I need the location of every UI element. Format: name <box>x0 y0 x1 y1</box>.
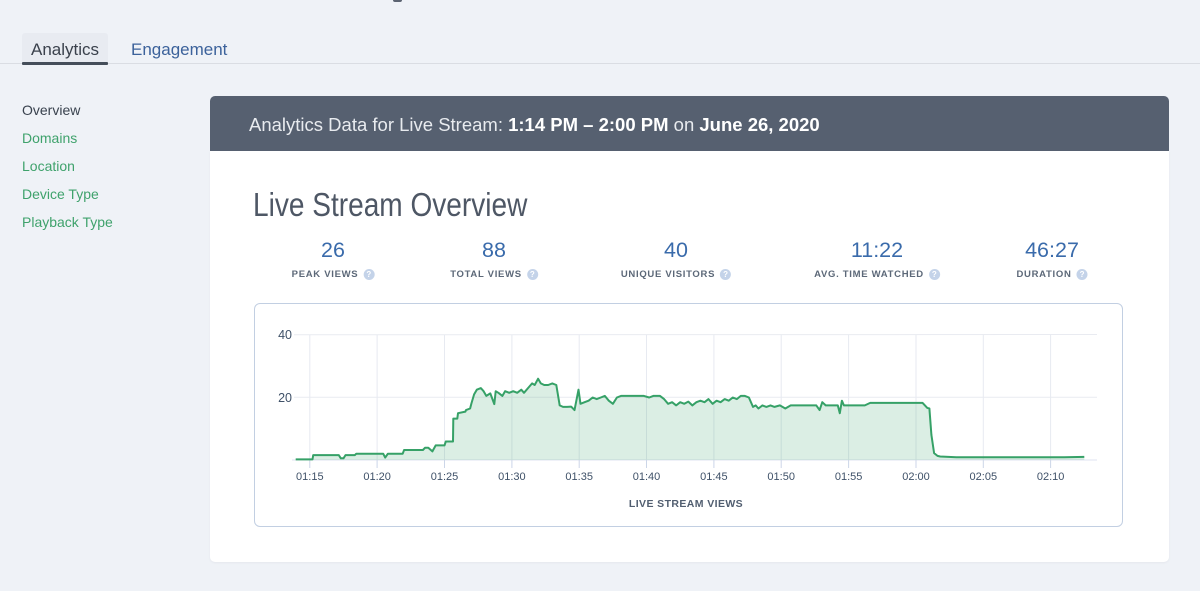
svg-text:01:30: 01:30 <box>498 471 526 483</box>
svg-text:01:35: 01:35 <box>565 471 593 483</box>
svg-text:02:10: 02:10 <box>1037 471 1065 483</box>
svg-text:02:00: 02:00 <box>902 471 930 483</box>
svg-text:01:20: 01:20 <box>363 471 391 483</box>
svg-text:01:40: 01:40 <box>633 471 661 483</box>
svg-text:01:50: 01:50 <box>767 471 795 483</box>
svg-text:01:25: 01:25 <box>431 471 459 483</box>
svg-text:40: 40 <box>278 328 292 342</box>
svg-text:LIVE STREAM VIEWS: LIVE STREAM VIEWS <box>629 498 743 510</box>
svg-text:02:05: 02:05 <box>970 471 998 483</box>
svg-text:01:45: 01:45 <box>700 471 728 483</box>
svg-text:01:55: 01:55 <box>835 471 863 483</box>
svg-text:01:15: 01:15 <box>296 471 324 483</box>
svg-text:20: 20 <box>278 391 292 405</box>
